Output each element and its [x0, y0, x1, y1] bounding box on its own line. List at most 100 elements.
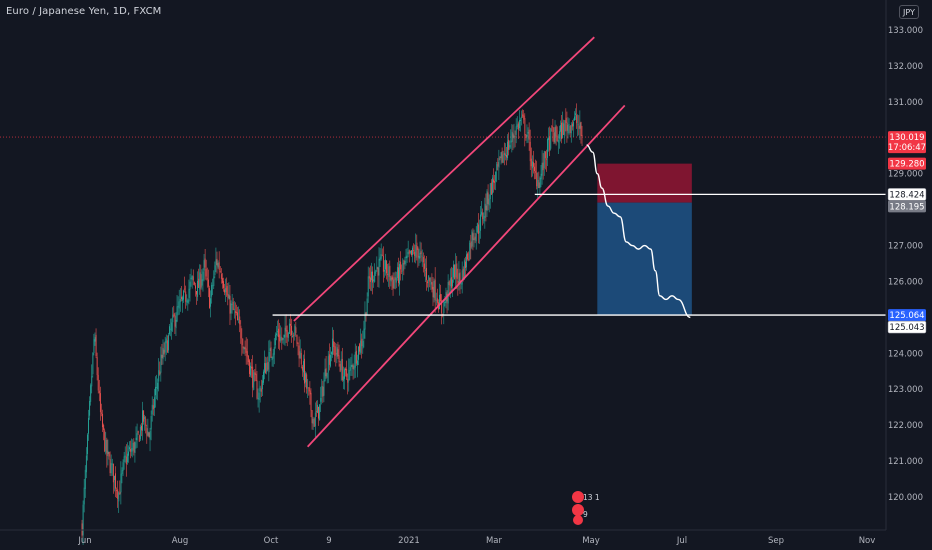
candle-body [314, 412, 316, 427]
candle-body [256, 380, 258, 399]
candle-body [456, 263, 458, 279]
candle-body [141, 425, 142, 431]
candle-body [202, 271, 204, 281]
price-label-bg [888, 200, 926, 213]
candle-body [579, 122, 581, 129]
candle-body [134, 442, 136, 453]
currency-button[interactable]: JPY [899, 5, 919, 19]
candle-body [200, 274, 202, 288]
price-axis-tick: 124.000 [888, 349, 923, 359]
candle-body [258, 392, 260, 401]
candle-body [156, 386, 158, 388]
price-label-tag: 128.195 [888, 200, 926, 213]
candle-body [483, 215, 485, 222]
candle-body [429, 277, 431, 282]
candle-body [576, 115, 578, 124]
candle-body [360, 340, 362, 353]
candle-body [332, 338, 334, 355]
candle-body [501, 150, 503, 163]
candle-body [183, 290, 185, 300]
candle-body [416, 242, 418, 250]
candle-body [318, 406, 320, 419]
candle-body [458, 273, 460, 286]
candle-body [143, 410, 145, 422]
candle-body [234, 311, 236, 313]
candle-body [315, 411, 317, 413]
candle-body [223, 281, 224, 288]
candle-body [447, 282, 449, 304]
candle-body [481, 211, 483, 215]
candle-body [108, 452, 110, 457]
candle-body [269, 348, 271, 352]
candle-body [95, 334, 97, 356]
candle-body [484, 203, 486, 218]
candle-body [450, 277, 452, 288]
candle-body [523, 115, 525, 120]
candle-body [357, 360, 358, 365]
candle-body [434, 279, 436, 301]
candle-body [301, 366, 303, 371]
candle-body [204, 258, 206, 268]
candle-body [359, 344, 361, 352]
candle-body [388, 266, 390, 277]
candle-body [177, 306, 179, 308]
price-label-tag: 128.424 [887, 188, 927, 201]
candle-body [431, 282, 433, 290]
candle-body [111, 463, 113, 465]
candle-body [498, 157, 500, 168]
candle-body [405, 256, 407, 259]
candle-body [492, 177, 493, 194]
candle-body [420, 251, 422, 255]
candle-body [209, 288, 210, 309]
candle-body [296, 334, 298, 344]
candle-body [255, 373, 257, 382]
candle-body [173, 313, 175, 317]
candle-body [562, 122, 564, 138]
time-axis-tick: Oct [264, 536, 279, 546]
candle-body [342, 376, 344, 381]
candle-body [544, 151, 546, 159]
candle-body [350, 365, 352, 368]
price-label-text: 129.280 [889, 160, 924, 170]
candle-body [271, 357, 273, 361]
candle-body [340, 359, 342, 371]
price-axis-tick: 127.000 [888, 242, 923, 252]
candle-body [131, 448, 133, 452]
candle-body [264, 363, 266, 373]
candle-body [237, 312, 239, 321]
candle-body [432, 286, 434, 298]
candle-body [317, 404, 318, 413]
candle-body [525, 135, 527, 139]
candle-body [336, 347, 338, 357]
candle-body [272, 353, 274, 359]
candle-body [132, 443, 134, 451]
candle-body [250, 365, 251, 376]
candle-body [540, 173, 542, 180]
candle-body [433, 280, 435, 298]
candle-body [339, 363, 341, 372]
candle-body [182, 297, 183, 301]
candle-body [581, 135, 583, 136]
price-axis-tick: 123.000 [888, 385, 923, 395]
candle-body [573, 122, 574, 127]
candle-body [436, 298, 438, 303]
candle-body [214, 265, 216, 276]
candle-body [109, 459, 111, 474]
price-label-tag: 125.064 [888, 309, 926, 322]
candle-body [435, 299, 437, 301]
candle-body [259, 387, 261, 392]
candle-body [554, 127, 556, 143]
candle-body [211, 284, 213, 297]
candle-body [509, 145, 511, 148]
candle-body [449, 278, 451, 287]
candle-body [168, 335, 169, 351]
candle-body [443, 301, 445, 314]
candle-body [305, 373, 307, 383]
candle-body [122, 462, 124, 471]
candle-body [285, 325, 287, 332]
candle-body [361, 338, 363, 347]
candle-body [163, 349, 165, 355]
candle-body [304, 358, 305, 384]
symbol-title[interactable]: Euro / Japanese Yen, 1D, FXCM [6, 6, 162, 17]
